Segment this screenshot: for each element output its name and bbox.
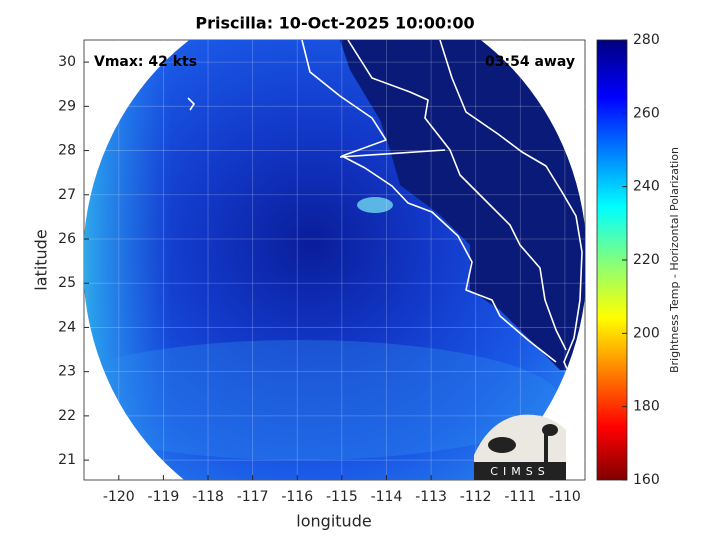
island	[187, 97, 195, 111]
colorbar-tick-label: 240	[633, 179, 660, 195]
y-tick-label: 29	[58, 98, 76, 114]
cimss-logo: CIMSS	[474, 414, 566, 480]
y-tick-label: 27	[58, 187, 76, 203]
x-tick-label: -110	[549, 489, 581, 505]
annotation: Vmax: 42 kts	[94, 54, 197, 70]
y-tick-label: 25	[58, 275, 76, 291]
colorbar-label: Brightness Temp - Horizontal Polarizatio…	[668, 147, 681, 373]
cloud-band	[84, 340, 560, 460]
logo-text: CIMSS	[490, 465, 549, 478]
x-tick-label: -112	[460, 489, 492, 505]
colorbar-tick-label: 180	[633, 399, 660, 415]
y-tick-label: 23	[58, 364, 76, 380]
cloud-spot	[357, 197, 393, 213]
image-layer	[84, 40, 585, 480]
x-tick-label: -118	[192, 489, 224, 505]
coastline	[347, 40, 567, 351]
x-tick-label: -117	[237, 489, 269, 505]
border	[339, 149, 446, 158]
colorbar-tick-label: 160	[633, 472, 660, 488]
y-tick-label: 30	[58, 54, 76, 70]
colorbar-tick-label: 220	[633, 252, 660, 268]
x-tick-label: -115	[326, 489, 358, 505]
x-tick-label: -116	[281, 489, 313, 505]
x-tick-label: -113	[415, 489, 447, 505]
x-tick-label: -120	[103, 489, 135, 505]
y-axis-label: latitude	[32, 229, 51, 290]
colorbar-tick-label: 280	[633, 32, 660, 48]
annotation: 03:54 away	[485, 54, 575, 70]
x-axis-label: longitude	[296, 512, 371, 531]
x-tick-label: -111	[504, 489, 536, 505]
chart-title: Priscilla: 10-Oct-2025 10:00:00	[195, 14, 474, 33]
y-tick-label: 28	[58, 143, 76, 159]
y-tick-label: 26	[58, 231, 76, 247]
x-tick-label: -114	[371, 489, 403, 505]
colorbar-tick-label: 260	[633, 105, 660, 121]
land	[340, 40, 585, 370]
coastline	[301, 40, 557, 363]
colorbar-tick-label: 200	[633, 325, 660, 341]
y-tick-label: 22	[58, 408, 76, 424]
y-tick-label: 24	[58, 319, 76, 335]
x-tick-label: -119	[148, 489, 180, 505]
y-tick-label: 21	[58, 452, 76, 468]
coastline	[439, 40, 585, 381]
